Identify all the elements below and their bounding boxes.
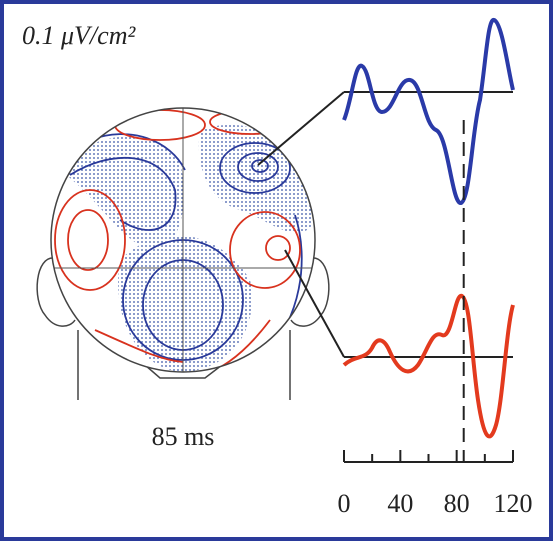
unit-label: 0.1 μV/cm²: [22, 21, 136, 50]
tick-label: 80: [444, 489, 470, 518]
time-label: 85 ms: [152, 422, 215, 451]
tick-label: 40: [387, 489, 413, 518]
figure: 0.1 μV/cm²: [0, 0, 553, 541]
tick-label: 120: [494, 489, 533, 518]
tick-label: 0: [338, 489, 351, 518]
